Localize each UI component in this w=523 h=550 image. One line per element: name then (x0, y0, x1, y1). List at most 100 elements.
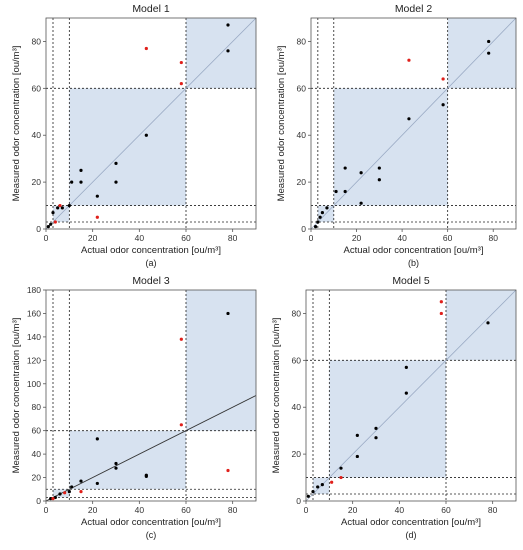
data-point-s0-3 (56, 206, 60, 210)
data-point-s0-10 (377, 178, 381, 182)
data-point-s1-1 (58, 203, 62, 208)
data-point-s0-6 (70, 180, 74, 184)
data-point-s0-2 (318, 215, 322, 219)
shaded-region-2 (186, 290, 256, 431)
identity-line (310, 17, 517, 230)
data-point-s0-8 (114, 466, 118, 470)
data-point-s1-2 (95, 215, 99, 219)
data-point-s1-4 (179, 423, 183, 427)
data-point-s1-2 (439, 311, 443, 316)
data-point-s0-6 (343, 189, 347, 194)
y-tick-label-2: 40 (297, 130, 307, 140)
data-point-s1-2 (79, 490, 83, 494)
panel-label: (b) (408, 258, 419, 268)
data-point-s0-7 (374, 436, 378, 440)
chart-title: Model 3 (132, 275, 170, 287)
data-point-s0-14 (226, 23, 230, 27)
data-point-s0-9 (114, 461, 118, 466)
y-tick-label-4: 80 (32, 36, 42, 46)
y-tick-label-1: 20 (292, 449, 302, 459)
panel-model-1: 0 20 40 60 80 0 20 40 60 80 Model 1 Actual odor con… (11, 3, 257, 268)
plot-frame (45, 289, 257, 502)
plot-frame (310, 17, 517, 230)
data-point-s0-8 (374, 426, 378, 430)
data-point-s0-4 (325, 206, 329, 210)
y-tick-label-4: 80 (292, 308, 302, 318)
data-point-s0-0 (313, 225, 318, 229)
y-tick-label-0: 0 (36, 496, 41, 506)
x-tick-label-0: 0 (304, 505, 309, 515)
y-tick-label-2: 40 (32, 449, 42, 459)
y-tick-label-9: 180 (27, 285, 41, 295)
data-point-s0-5 (79, 479, 83, 483)
chart-title: Model 1 (132, 3, 170, 15)
y-axis-label: Measured odor concentration [ou/m³] (271, 318, 282, 474)
y-tick-label-0: 0 (36, 224, 41, 234)
y-tick-label-1: 20 (297, 177, 307, 187)
x-axis-label: Actual odor concentration [ou/m³] (81, 517, 221, 528)
data-point-s0-15 (487, 39, 491, 44)
data-point-s0-4 (339, 466, 343, 470)
data-point-s1-3 (439, 300, 443, 304)
y-tick-label-3: 60 (297, 83, 307, 93)
data-point-s1-5 (179, 82, 183, 86)
data-point-s0-11 (377, 166, 381, 170)
data-point-s0-6 (95, 481, 99, 486)
data-point-s0-11 (486, 321, 490, 325)
x-tick-label-3: 60 (181, 505, 191, 515)
data-point-s1-0 (330, 480, 334, 484)
data-point-s0-11 (144, 473, 148, 477)
data-point-s0-14 (487, 51, 491, 55)
data-point-s1-0 (53, 220, 57, 224)
data-point-s0-7 (79, 180, 83, 184)
y-axis-label: Measured odor concentration [ou/m³] (276, 46, 287, 202)
x-tick-label-4: 80 (228, 505, 238, 515)
data-point-s1-0 (51, 497, 55, 501)
x-tick-label-3: 60 (441, 505, 451, 515)
data-point-s1-1 (441, 77, 445, 81)
y-tick-label-3: 60 (32, 83, 42, 93)
panel-model-5: 0 20 40 60 80 0 20 40 60 80 Model 5 Actual odor con… (271, 275, 517, 540)
data-point-s1-0 (407, 58, 411, 62)
data-point-s0-1 (311, 490, 315, 494)
x-axis-label: Actual odor concentration [ou/m³] (81, 245, 221, 256)
data-point-s0-12 (144, 133, 148, 137)
data-point-s0-0 (49, 497, 53, 501)
panel-label: (d) (406, 530, 417, 540)
y-tick-label-1: 20 (32, 473, 42, 483)
data-point-s1-4 (179, 60, 183, 65)
y-tick-label-0: 0 (301, 224, 306, 234)
data-point-s0-1 (49, 222, 53, 226)
y-tick-label-5: 100 (27, 379, 41, 389)
x-tick-label-2: 40 (395, 505, 405, 515)
data-point-s0-2 (51, 210, 55, 215)
identity-line (45, 17, 257, 230)
y-tick-label-0: 0 (296, 496, 301, 506)
x-tick-label-2: 40 (397, 233, 407, 243)
data-point-s0-9 (359, 171, 363, 175)
data-point-s0-3 (320, 210, 324, 215)
identity-line (305, 289, 517, 502)
x-tick-label-0: 0 (309, 233, 314, 243)
y-tick-label-2: 40 (292, 402, 302, 412)
data-point-s0-12 (226, 311, 230, 316)
x-tick-label-4: 80 (228, 233, 238, 243)
data-point-s0-5 (67, 203, 71, 208)
data-point-s0-10 (114, 180, 118, 184)
x-tick-label-1: 20 (352, 233, 362, 243)
data-point-s0-2 (316, 485, 320, 489)
x-tick-label-3: 60 (443, 233, 453, 243)
data-point-s0-0 (306, 494, 310, 498)
data-point-s0-0 (46, 225, 50, 229)
plot-frame (45, 17, 257, 230)
chart-title: Model 5 (392, 275, 430, 287)
panel-model-3: 0 20 40 60 80 0 20 40 60 80 100 120 140 160 180 Model 3… (11, 275, 257, 540)
x-tick-label-4: 80 (488, 233, 498, 243)
y-axis-label: Measured odor concentration [ou/m³] (11, 318, 22, 474)
data-point-s0-7 (343, 166, 347, 170)
data-point-s1-5 (226, 468, 230, 473)
x-tick-label-3: 60 (181, 233, 191, 243)
panel-label: (a) (146, 258, 157, 268)
panel-label: (c) (146, 530, 157, 540)
